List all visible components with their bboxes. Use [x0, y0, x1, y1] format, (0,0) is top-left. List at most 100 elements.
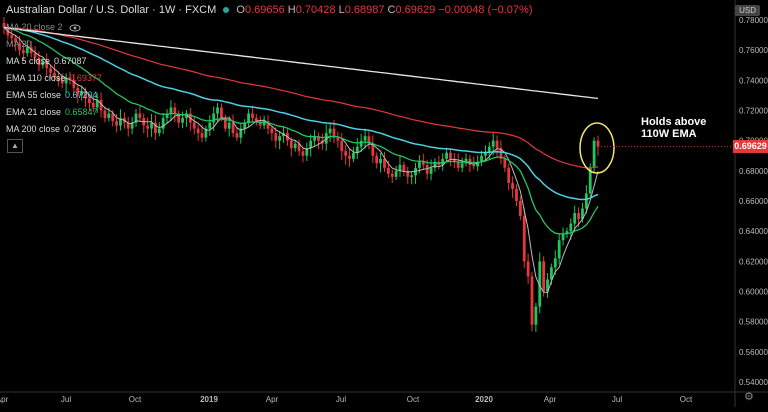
candle-body [146, 125, 150, 129]
candle-body [165, 113, 169, 119]
y-tick-label: 0.66000 [739, 197, 768, 206]
candle-body [107, 113, 111, 119]
candle-body [243, 122, 247, 129]
candle-body [14, 38, 18, 43]
high-value: 0.70428 [295, 4, 336, 16]
candle-body [379, 158, 382, 164]
legend-value: 0.72806 [64, 124, 97, 134]
legend-ema21[interactable]: EMA 21 close 0.65847 [6, 107, 98, 117]
candle-body [150, 122, 153, 129]
candle-body [212, 113, 216, 123]
candle-body [309, 140, 313, 149]
candle-body [359, 140, 363, 147]
candle-body [208, 122, 212, 129]
candle-body [2, 23, 6, 28]
currency-badge[interactable]: USD [735, 5, 760, 16]
candle-body [169, 107, 173, 114]
x-tick-label: 2020 [475, 395, 493, 404]
candle-body [596, 140, 600, 147]
candle-body [503, 158, 507, 168]
highlight-ellipse [579, 122, 615, 174]
candle-body [185, 113, 188, 119]
candle-body [95, 99, 99, 108]
candle-body [130, 122, 134, 129]
candle-body [258, 122, 262, 126]
candle-body [115, 121, 118, 126]
symbol-title: Australian Dollar / U.S. Dollar · 1W · F… [6, 4, 217, 16]
x-tick-label: Jul [336, 395, 346, 404]
gear-icon[interactable]: ⚙ [744, 391, 754, 403]
chevron-up-icon[interactable]: ▲ [7, 139, 23, 153]
y-tick-label: 0.74000 [739, 76, 768, 85]
candle-body [418, 161, 421, 168]
candle-body [317, 136, 320, 141]
candle-body [445, 152, 448, 159]
candle-body [565, 231, 569, 235]
legend-ma5[interactable]: MA 5 close 0.67087 [6, 56, 87, 66]
change-value: −0.00048 (−0.07%) [438, 4, 533, 16]
candle-body [542, 261, 546, 292]
candle-body [80, 90, 84, 96]
candle-body [134, 113, 138, 123]
eye-icon[interactable] [69, 24, 81, 32]
close-label: C [387, 4, 396, 16]
candle-body [328, 128, 332, 134]
x-tick-label: Apr [0, 395, 9, 404]
candle-body [41, 62, 45, 66]
candle-body [499, 148, 503, 159]
candle-body [375, 155, 379, 164]
candle-body [25, 47, 29, 54]
candle-body [45, 62, 49, 69]
y-tick-label: 0.78000 [739, 16, 768, 25]
candle-body [247, 113, 250, 123]
candle-body [429, 167, 433, 174]
candle-body [449, 152, 452, 159]
candle-body [49, 68, 52, 73]
candle-body [84, 90, 87, 99]
candle-body [367, 136, 371, 144]
candle-body [313, 136, 316, 141]
legend-ema110[interactable]: EMA 110 close 0.69377 [6, 73, 102, 83]
ema55-line [3, 26, 599, 201]
legend-ma20-close2[interactable]: MA 20 close 2 [6, 22, 81, 32]
candle-body [538, 261, 542, 307]
candle-body [235, 133, 239, 138]
candle-body [472, 164, 476, 167]
legend-value: 0.67087 [54, 56, 87, 66]
candle-body [72, 80, 76, 88]
candle-body [301, 151, 305, 156]
y-tick-label: 0.62000 [739, 257, 768, 266]
ma5-line [3, 27, 599, 294]
candle-body [231, 122, 235, 134]
legend-ma20[interactable]: MA 20 [6, 39, 32, 49]
close-value: 0.69629 [395, 4, 436, 16]
candle-body [464, 158, 468, 164]
candle-body [557, 240, 561, 259]
candle-body [511, 182, 514, 189]
candle-body [227, 122, 231, 129]
legend-label: MA 200 close [6, 124, 61, 134]
candle-body [344, 151, 348, 156]
candle-body [88, 98, 91, 103]
candle-body [270, 128, 274, 134]
market-status-icon [223, 7, 230, 14]
x-tick-label: Oct [680, 395, 693, 404]
annotation-text: Holds above 110W EMA [641, 116, 707, 140]
x-tick-label: Jul [612, 395, 622, 404]
candle-body [103, 110, 107, 119]
candle-body [561, 234, 565, 241]
legend-ma200[interactable]: MA 200 close 0.72806 [6, 124, 97, 134]
candle-body [278, 136, 282, 141]
y-tick-label: 0.60000 [739, 288, 768, 297]
y-tick-label: 0.54000 [739, 378, 768, 387]
candle-body [56, 77, 60, 81]
candle-body [410, 175, 414, 177]
candle-body [522, 216, 526, 262]
candle-body [348, 155, 351, 159]
candle-body [534, 306, 538, 325]
x-tick-label: Oct [129, 395, 142, 404]
legend-ema55[interactable]: EMA 55 close 0.67204 [6, 90, 98, 100]
candle-body [119, 118, 122, 126]
candle-body [200, 133, 204, 138]
